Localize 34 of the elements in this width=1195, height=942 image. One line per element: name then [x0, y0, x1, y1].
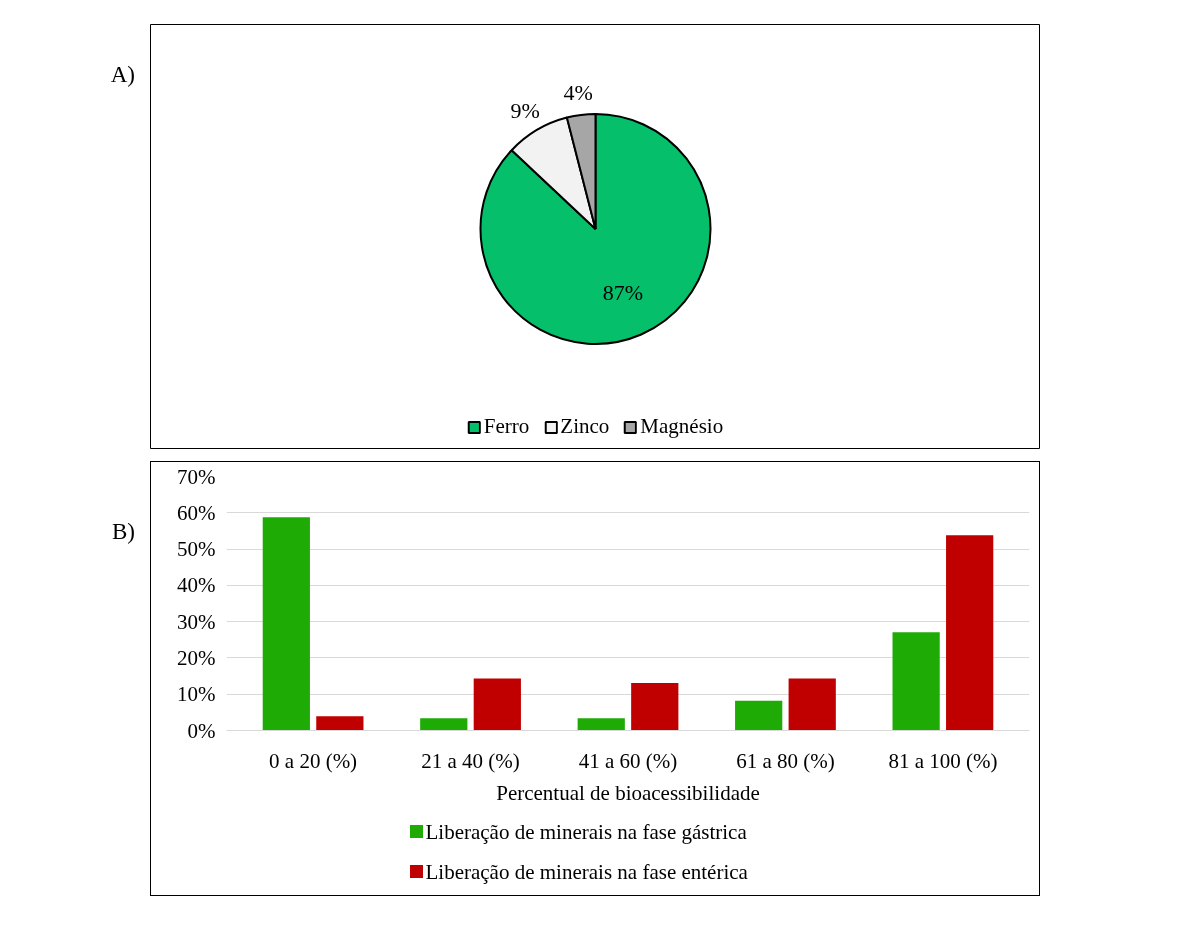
legend-label: Magnésio — [640, 414, 724, 439]
bar — [420, 718, 468, 731]
x-axis-title: Percentual de bioacessibilidade — [496, 780, 760, 805]
text: A) — [110, 61, 135, 89]
x-tick-label: 0 a 20 (%) — [269, 748, 358, 773]
data-label: 87% — [602, 279, 644, 305]
bar — [946, 535, 994, 731]
y-tick-label: 60% — [177, 500, 216, 525]
y-tick-label: 20% — [177, 645, 216, 670]
y-tick-label: 40% — [177, 573, 216, 598]
bar — [262, 517, 310, 731]
bar — [316, 716, 364, 731]
y-tick-label: 10% — [177, 682, 216, 707]
data-label: 4% — [563, 79, 593, 105]
bar — [473, 678, 521, 731]
x-tick-label: 41 a 60 (%) — [578, 748, 678, 773]
bar — [892, 632, 940, 731]
legend-label: Liberação de minerais na fase gástrica — [425, 819, 748, 844]
y-tick-label: 30% — [177, 609, 216, 634]
legend-label: Zinco — [560, 414, 610, 439]
x-tick-label: 61 a 80 (%) — [736, 748, 835, 773]
bar — [577, 718, 625, 731]
bar — [631, 682, 679, 731]
text: B) — [112, 518, 135, 546]
bar — [735, 700, 783, 731]
x-tick-label: 81 a 100 (%) — [888, 748, 998, 773]
x-tick-label: 21 a 40 (%) — [421, 748, 520, 773]
y-tick-label: 50% — [177, 537, 216, 562]
legend-label: Ferro — [483, 414, 530, 439]
y-tick-label: 0% — [187, 718, 216, 743]
bar — [788, 678, 836, 731]
y-tick-label: 70% — [177, 464, 216, 489]
data-label: 9% — [510, 97, 540, 123]
legend-label: Liberação de minerais na fase entérica — [425, 859, 749, 884]
